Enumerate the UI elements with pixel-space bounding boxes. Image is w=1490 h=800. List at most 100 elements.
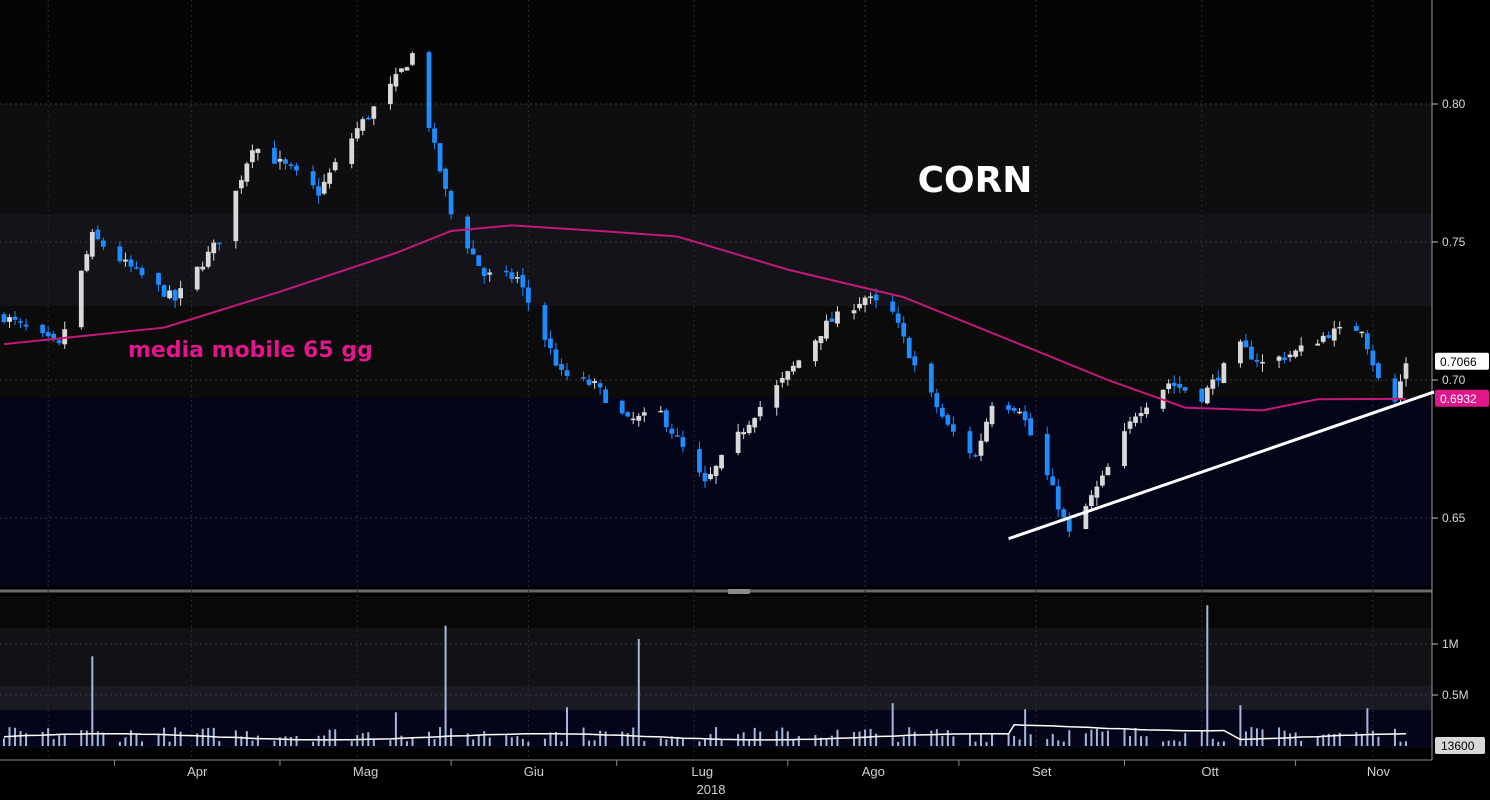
volume-bar bbox=[334, 729, 337, 746]
candle-body bbox=[481, 268, 487, 277]
volume-bar bbox=[1206, 605, 1209, 746]
candle-body bbox=[12, 316, 18, 320]
volume-bar bbox=[1167, 740, 1170, 746]
volume-bar bbox=[1316, 736, 1319, 746]
candle-body bbox=[1094, 486, 1100, 498]
volume-bar bbox=[781, 727, 784, 746]
candle-body bbox=[288, 164, 294, 167]
volume-bar bbox=[930, 730, 933, 746]
volume-bar bbox=[394, 712, 397, 746]
volume-bar bbox=[759, 731, 762, 746]
month-label: Mag bbox=[353, 764, 378, 779]
moving-average-label: media mobile 65 gg bbox=[128, 338, 373, 363]
volume-bar bbox=[775, 730, 778, 746]
volume-bar bbox=[897, 741, 900, 746]
candle-body bbox=[520, 275, 526, 288]
volume-bar bbox=[405, 741, 408, 746]
volume-bar bbox=[510, 737, 513, 746]
candle-body bbox=[553, 349, 559, 366]
candle-body bbox=[172, 289, 178, 301]
candle-body bbox=[945, 415, 951, 425]
candle-body bbox=[719, 455, 724, 469]
volume-bar bbox=[278, 737, 281, 746]
volume-bar bbox=[521, 738, 524, 746]
candle-body bbox=[818, 336, 824, 344]
volume-bar bbox=[444, 625, 447, 746]
volume-bar bbox=[1405, 741, 1407, 746]
candle-body bbox=[757, 407, 763, 417]
candle-body bbox=[1287, 354, 1293, 358]
candle-body bbox=[1298, 345, 1304, 352]
candle-body bbox=[641, 412, 647, 416]
price-band bbox=[0, 104, 1432, 214]
candle-body bbox=[1138, 413, 1144, 417]
candle-body bbox=[790, 365, 796, 372]
candle-body bbox=[978, 440, 984, 456]
candle-body bbox=[1171, 382, 1177, 386]
volume-bar bbox=[974, 741, 977, 746]
volume-tick-label: 0.5M bbox=[1442, 688, 1469, 702]
volume-average-line bbox=[3, 724, 1407, 741]
candle-body bbox=[349, 138, 355, 164]
candle-body bbox=[1221, 363, 1227, 383]
candle-body bbox=[746, 424, 752, 434]
volume-bar bbox=[1101, 731, 1104, 746]
candle-body bbox=[1398, 381, 1403, 400]
volume-bar bbox=[400, 735, 403, 746]
candle-body bbox=[680, 437, 686, 447]
volume-bar bbox=[295, 735, 298, 746]
candle-body bbox=[443, 168, 448, 189]
price-band bbox=[0, 306, 1432, 398]
candle-body bbox=[1066, 519, 1072, 532]
volume-bar bbox=[240, 736, 243, 746]
candle-body bbox=[487, 272, 493, 275]
candle-body bbox=[250, 150, 255, 163]
candle-body bbox=[1044, 433, 1050, 476]
volume-bar bbox=[25, 733, 28, 746]
grid-lines bbox=[0, 0, 1432, 760]
volume-bar bbox=[290, 737, 293, 746]
moving-average-line bbox=[3, 224, 1407, 412]
volume-bar bbox=[720, 739, 723, 746]
candle-body bbox=[1006, 405, 1011, 410]
candle-body bbox=[354, 128, 360, 139]
candle-body bbox=[1403, 363, 1409, 379]
candle-body bbox=[399, 68, 404, 72]
price-band bbox=[0, 398, 1432, 586]
background-bands bbox=[0, 0, 1433, 761]
volume-bar bbox=[830, 735, 833, 746]
candle-body bbox=[23, 324, 29, 327]
candle-body bbox=[95, 229, 101, 240]
candle-body bbox=[934, 393, 940, 408]
volume-bar bbox=[1090, 729, 1093, 746]
volume-bar bbox=[554, 731, 557, 746]
volume-bar bbox=[1360, 734, 1363, 746]
candle-body bbox=[156, 272, 161, 285]
volume-bar bbox=[941, 735, 944, 746]
volume-bar bbox=[968, 733, 971, 746]
volume-bar bbox=[1129, 736, 1132, 746]
candle-body bbox=[1320, 335, 1326, 342]
volume-bar bbox=[792, 739, 795, 746]
candle-body bbox=[1122, 431, 1127, 467]
candle-body bbox=[890, 301, 896, 312]
candle-body bbox=[272, 147, 277, 164]
volume-bar bbox=[284, 736, 287, 746]
support-trendline bbox=[1008, 390, 1435, 541]
candle-body bbox=[597, 383, 603, 388]
candle-body bbox=[514, 277, 520, 279]
volume-bar bbox=[1162, 741, 1165, 746]
candle-body bbox=[559, 363, 564, 370]
candle-body bbox=[1, 314, 7, 323]
candle-body bbox=[470, 248, 476, 255]
last-volume-label: 13600 bbox=[1441, 739, 1475, 753]
candle-body bbox=[332, 162, 338, 171]
volume-bar bbox=[411, 737, 414, 746]
volume-bar bbox=[1250, 727, 1253, 746]
volume-bar bbox=[875, 733, 878, 746]
candle-body bbox=[62, 329, 68, 345]
candle-body bbox=[1392, 378, 1398, 402]
candle-body bbox=[56, 340, 62, 344]
volume-bar bbox=[979, 733, 982, 746]
candle-body bbox=[7, 317, 12, 322]
